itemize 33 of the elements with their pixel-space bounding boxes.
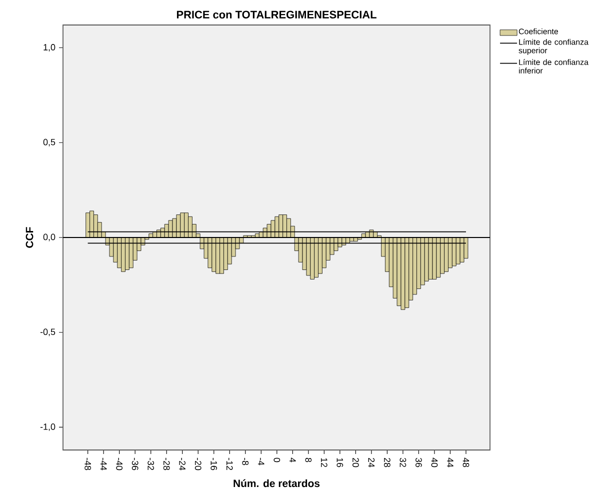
y-tick-label: 0,0 <box>43 234 56 242</box>
x-tick-label: 28 <box>384 458 390 468</box>
x-tick-label: 32 <box>400 458 406 468</box>
x-tick-label: -20 <box>194 458 202 470</box>
x-tick-label: 44 <box>447 458 454 468</box>
x-tick-label: -16 <box>210 458 218 470</box>
x-tick-label: -28 <box>163 458 170 470</box>
x-tick-label: 4 <box>290 458 296 462</box>
x-tick-label: -40 <box>116 458 123 470</box>
y-axis-title: CCF <box>26 227 34 248</box>
x-tick-label: -8 <box>242 458 249 466</box>
x-tick-label: -24 <box>179 458 186 470</box>
y-tick-label: -1,0 <box>40 424 56 431</box>
y-tick-label: 0,5 <box>43 138 56 146</box>
x-tick-label: 12 <box>321 458 328 468</box>
x-tick-label: 24 <box>368 458 375 468</box>
x-tick-label: 8 <box>305 458 312 462</box>
x-tick-label: 16 <box>336 458 344 468</box>
y-tick-label: -0,5 <box>40 328 56 336</box>
x-tick-label: -44 <box>100 458 107 470</box>
x-tick-label: 40 <box>431 458 438 468</box>
x-tick-label: -36 <box>132 458 138 470</box>
x-axis-title: Núm. de retardos <box>234 479 320 488</box>
y-tick-label: 1,0 <box>44 44 56 52</box>
x-tick-label: -12 <box>226 458 233 470</box>
x-tick-label: 20 <box>352 458 359 468</box>
x-tick-label: -48 <box>84 458 91 470</box>
x-tick-label: 36 <box>416 458 422 468</box>
x-tick-label: -32 <box>148 458 154 470</box>
x-tick-label: 48 <box>462 458 470 468</box>
chart-title: PRICE con TOTALREGIMENESPECIAL <box>176 10 376 18</box>
x-tick-label: -4 <box>258 458 264 466</box>
x-tick-label: 0 <box>274 458 280 462</box>
